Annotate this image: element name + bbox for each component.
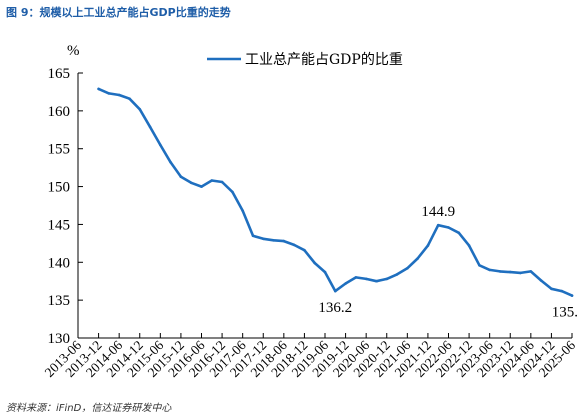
data-point bbox=[509, 270, 512, 274]
data-point bbox=[478, 264, 481, 267]
data-point bbox=[570, 294, 574, 297]
data-point bbox=[148, 125, 152, 129]
data-point bbox=[539, 279, 543, 282]
x-axis-ticks: 2013-062013-122014-062014-122015-062015-… bbox=[42, 333, 578, 380]
data-point bbox=[282, 239, 286, 243]
source-note: 资料来源：iFinD，信达证券研发中心 bbox=[6, 403, 172, 414]
data-point bbox=[550, 287, 553, 291]
data-point bbox=[467, 244, 471, 247]
data-point bbox=[313, 261, 317, 265]
data-label: 136.2 bbox=[318, 300, 352, 316]
data-point bbox=[426, 244, 430, 247]
y-tick-label: 150 bbox=[48, 180, 71, 196]
y-tick-label: 155 bbox=[48, 142, 71, 158]
data-point bbox=[97, 87, 100, 91]
data-label: 144.9 bbox=[421, 204, 455, 220]
data-point bbox=[354, 276, 358, 279]
data-point bbox=[220, 180, 224, 184]
data-point bbox=[395, 273, 399, 276]
data-point bbox=[303, 248, 306, 252]
data-point bbox=[169, 161, 172, 164]
data-point bbox=[189, 181, 193, 185]
y-tick-label: 145 bbox=[48, 217, 71, 233]
data-point bbox=[138, 108, 142, 111]
y-tick-label: 165 bbox=[48, 66, 71, 82]
y-tick-label: 135 bbox=[48, 293, 71, 309]
data-point bbox=[416, 257, 419, 260]
data-point bbox=[107, 92, 111, 95]
data-point bbox=[529, 270, 533, 273]
y-tick-label: 140 bbox=[48, 255, 71, 271]
data-point bbox=[272, 239, 275, 242]
data-point bbox=[498, 270, 502, 273]
legend-label: 工业总产能占GDP的比重 bbox=[245, 52, 403, 68]
y-axis-unit: % bbox=[67, 43, 80, 59]
data-point bbox=[323, 270, 327, 274]
data-point bbox=[364, 277, 368, 281]
data-point bbox=[241, 209, 244, 213]
chart-axes bbox=[77, 73, 572, 339]
data-label: 135. bbox=[552, 305, 578, 321]
data-point bbox=[292, 243, 296, 247]
data-point bbox=[375, 279, 378, 283]
data-point bbox=[334, 289, 337, 293]
series-line bbox=[97, 87, 574, 297]
data-point bbox=[406, 267, 409, 270]
data-point bbox=[344, 282, 347, 285]
data-point bbox=[385, 277, 389, 281]
data-point bbox=[519, 271, 522, 275]
chart-annotations: 136.2 144.9 135. bbox=[318, 204, 578, 320]
data-point bbox=[436, 223, 440, 227]
y-tick-label: 130 bbox=[48, 331, 71, 347]
chart-series bbox=[97, 87, 574, 297]
y-axis-ticks: 130 135 140 145 150 155 160 165% bbox=[48, 43, 83, 347]
y-tick-label: 160 bbox=[48, 104, 71, 120]
data-point bbox=[457, 231, 461, 235]
data-point bbox=[262, 237, 265, 241]
figure-title: 图 9：规模以上工业总产能占GDP比重的走势 bbox=[6, 6, 231, 19]
data-point bbox=[560, 289, 563, 293]
data-point bbox=[488, 268, 492, 272]
data-point bbox=[231, 190, 234, 194]
data-point bbox=[210, 179, 214, 182]
chart-legend: 工业总产能占GDP的比重 bbox=[207, 52, 403, 68]
data-point bbox=[200, 185, 203, 188]
data-point bbox=[159, 143, 162, 147]
data-point bbox=[251, 234, 255, 238]
data-point bbox=[447, 226, 450, 229]
data-point bbox=[128, 97, 131, 100]
data-point bbox=[117, 93, 121, 97]
data-point bbox=[179, 175, 183, 178]
